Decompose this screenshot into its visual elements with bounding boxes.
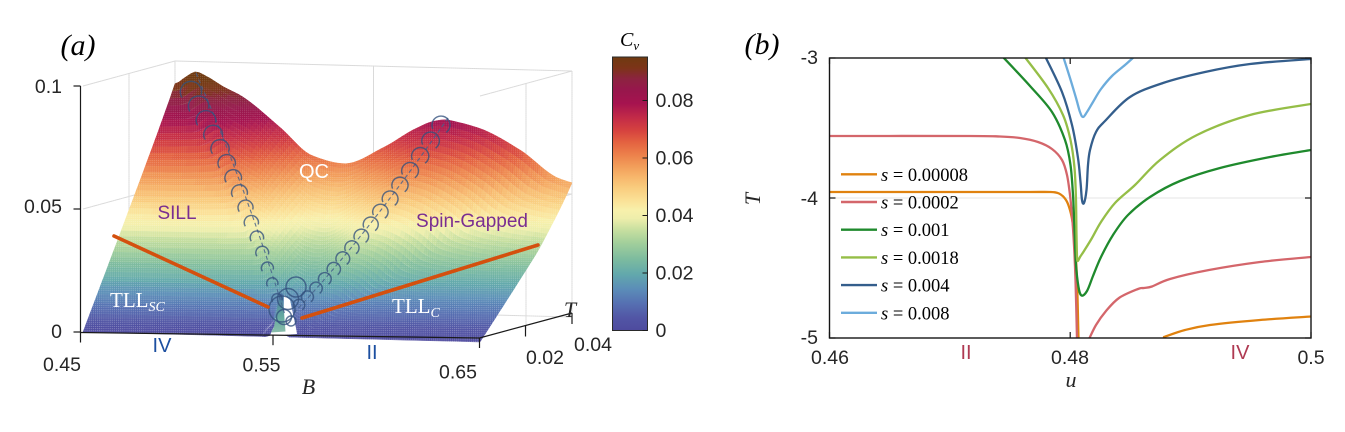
svg-text:0.5: 0.5 xyxy=(1297,347,1324,369)
svg-text:0: 0 xyxy=(51,321,62,343)
svg-text:0.05: 0.05 xyxy=(24,196,62,218)
svg-text:s = 0.00008: s = 0.00008 xyxy=(881,166,968,186)
svg-text:IV: IV xyxy=(153,335,173,357)
svg-text:-4: -4 xyxy=(801,188,818,210)
svg-text:II: II xyxy=(960,342,971,364)
svg-text:0.08: 0.08 xyxy=(656,90,694,112)
svg-text:0.1: 0.1 xyxy=(35,76,62,98)
svg-text:s = 0.0002: s = 0.0002 xyxy=(881,194,959,214)
svg-text:(b): (b) xyxy=(745,28,780,61)
svg-text:TLLC: TLLC xyxy=(392,294,440,321)
svg-text:0.45: 0.45 xyxy=(43,354,81,376)
svg-text:s = 0.0018: s = 0.0018 xyxy=(881,249,959,269)
svg-text:T: T xyxy=(740,191,765,205)
svg-text:0.04: 0.04 xyxy=(574,334,612,356)
svg-text:0.65: 0.65 xyxy=(439,362,477,384)
svg-text:-5: -5 xyxy=(801,327,818,349)
svg-text:0.46: 0.46 xyxy=(811,347,849,369)
svg-text:s = 0.001: s = 0.001 xyxy=(881,221,950,241)
svg-text:Spin-Gapped: Spin-Gapped xyxy=(416,211,528,232)
svg-text:(a): (a) xyxy=(61,29,96,62)
svg-text:0.04: 0.04 xyxy=(656,205,694,227)
svg-text:0: 0 xyxy=(656,320,667,342)
svg-text:0.06: 0.06 xyxy=(656,148,694,170)
svg-text:s = 0.008: s = 0.008 xyxy=(881,304,950,324)
svg-text:SILL: SILL xyxy=(157,203,196,224)
svg-text:QC: QC xyxy=(299,161,329,183)
svg-text:0.02: 0.02 xyxy=(656,263,694,285)
svg-text:-3: -3 xyxy=(801,47,818,69)
svg-text:0.48: 0.48 xyxy=(1051,347,1089,369)
svg-text:T: T xyxy=(564,297,578,322)
svg-text:0.55: 0.55 xyxy=(243,355,281,377)
svg-text:s = 0.004: s = 0.004 xyxy=(881,277,950,297)
svg-text:u: u xyxy=(1066,367,1077,392)
svg-text:0.02: 0.02 xyxy=(526,347,564,369)
svg-text:IV: IV xyxy=(1231,342,1251,364)
svg-text:II: II xyxy=(366,342,377,364)
svg-text:B: B xyxy=(302,374,315,399)
